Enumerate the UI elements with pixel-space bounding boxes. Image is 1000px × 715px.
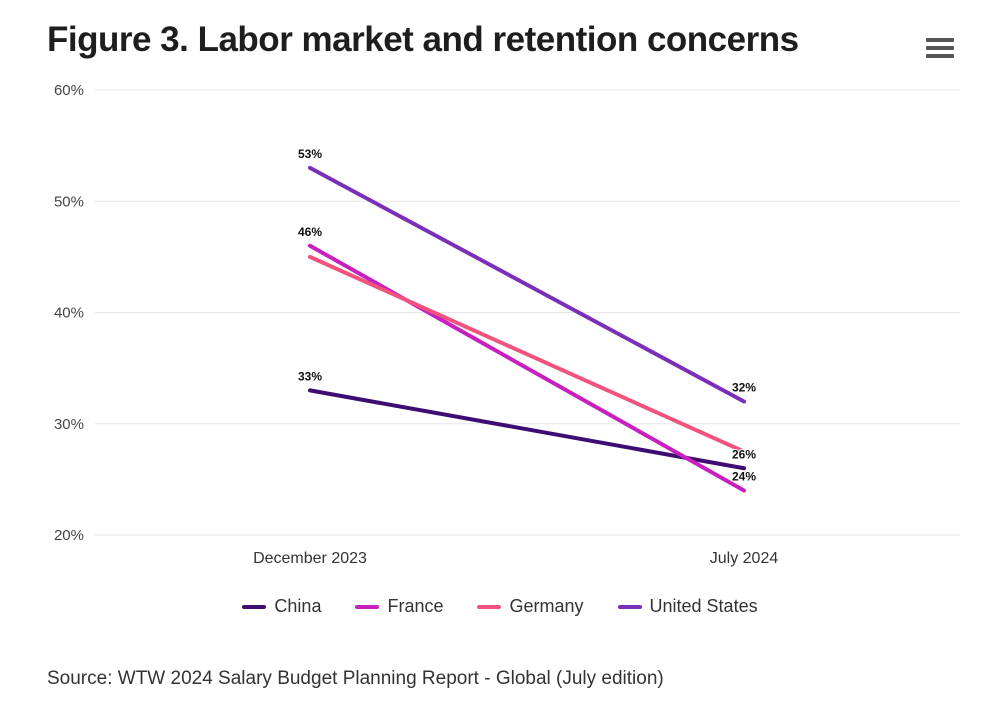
menu-bar xyxy=(926,38,954,42)
series-line-china xyxy=(308,388,746,471)
menu-bar xyxy=(926,46,954,50)
legend-swatch xyxy=(477,604,502,609)
legend-swatch xyxy=(617,604,642,609)
data-label: 46% xyxy=(298,225,322,239)
line-chart: 20% 30% 40% 50% 60% December 2023 July 2024 3… xyxy=(54,82,960,567)
menu-bar xyxy=(926,54,954,58)
series-line-germany xyxy=(308,254,746,454)
data-label: 33% xyxy=(298,369,322,383)
data-label: 53% xyxy=(298,147,322,161)
legend-item-china[interactable]: China xyxy=(242,596,321,617)
data-label: 26% xyxy=(732,447,756,461)
legend-label: France xyxy=(387,596,444,616)
data-label: 24% xyxy=(732,470,756,484)
legend-item-united-states[interactable]: United States xyxy=(617,596,758,617)
gridlines xyxy=(95,89,960,536)
legend: China France Germany United States xyxy=(0,596,1000,617)
legend-label: China xyxy=(274,596,322,616)
y-tick-label: 50% xyxy=(54,193,84,210)
series-lines xyxy=(308,165,746,493)
chart-title: Figure 3. Labor market and retention con… xyxy=(47,20,799,59)
y-tick-label: 60% xyxy=(54,82,84,99)
x-tick-label: December 2023 xyxy=(253,550,367,567)
legend-swatch xyxy=(355,604,380,609)
legend-label: United States xyxy=(649,596,758,616)
source-note: Source: WTW 2024 Salary Budget Planning … xyxy=(47,668,664,689)
legend-item-france[interactable]: France xyxy=(355,596,443,617)
legend-label: Germany xyxy=(509,596,584,616)
x-tick-label: July 2024 xyxy=(710,550,779,567)
y-axis-ticks: 20% 30% 40% 50% 60% xyxy=(54,82,84,544)
data-labels: 33% 26% 46% 24% 53% 32% xyxy=(297,146,757,485)
series-line-france xyxy=(308,243,746,493)
hamburger-menu-icon[interactable] xyxy=(926,38,954,62)
legend-swatch xyxy=(242,604,267,609)
y-tick-label: 30% xyxy=(54,416,84,433)
x-axis-ticks: December 2023 July 2024 xyxy=(253,550,778,567)
data-label: 32% xyxy=(732,381,756,395)
legend-item-germany[interactable]: Germany xyxy=(477,596,584,617)
series-line-united-states xyxy=(308,165,746,404)
y-tick-label: 20% xyxy=(54,527,84,544)
y-tick-label: 40% xyxy=(54,305,84,322)
